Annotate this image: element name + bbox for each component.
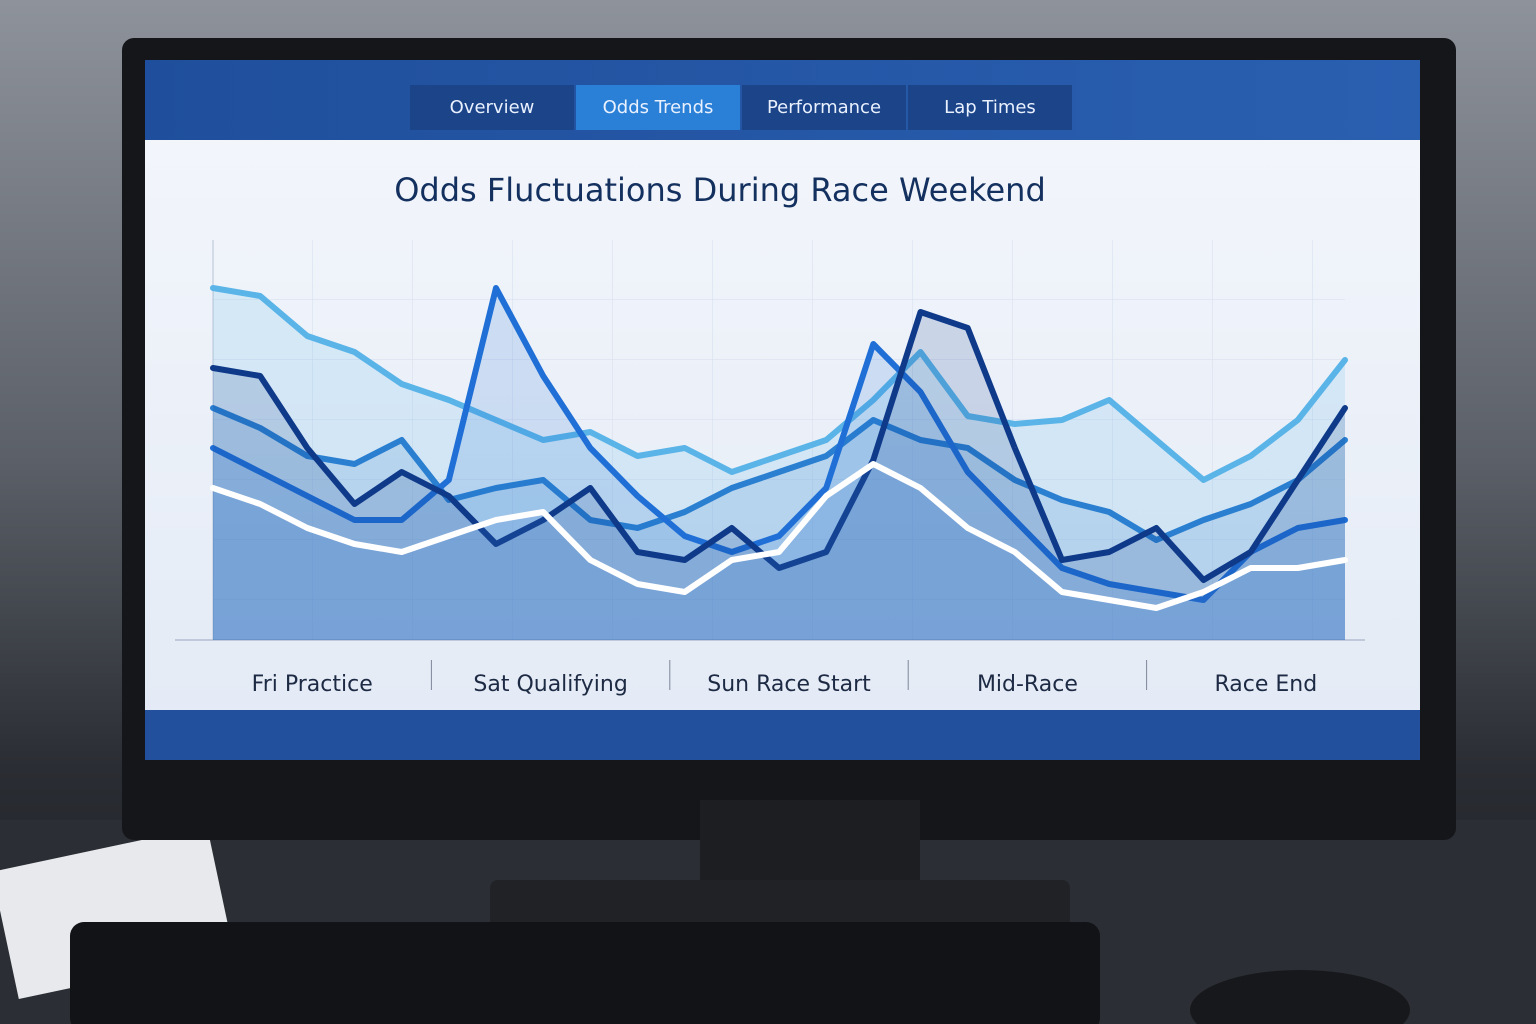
tab-label[interactable]: Odds Trends — [603, 97, 714, 118]
tab[interactable] — [576, 85, 740, 130]
tab-label[interactable]: Performance — [767, 97, 881, 118]
series-area — [213, 312, 1345, 640]
mouse — [1190, 970, 1410, 1024]
series-line — [210, 405, 1348, 543]
x-tick-label: Race End — [1214, 672, 1317, 697]
tab-bar: Overview Odds Trends Performance Lap Times — [410, 85, 1072, 130]
tab[interactable] — [908, 85, 1072, 130]
tab-label[interactable]: Lap Times — [944, 97, 1036, 118]
keyboard — [70, 922, 1100, 1024]
tab[interactable] — [742, 85, 906, 130]
x-tick-label: Sat Qualifying — [473, 672, 627, 697]
x-tick-label: Fri Practice — [252, 672, 373, 697]
series-area — [213, 288, 1345, 640]
chart-title: Odds Fluctuations During Race Weekend — [394, 171, 1046, 209]
series-line — [210, 461, 1348, 611]
series-area — [213, 288, 1345, 640]
x-tick-label: Sun Race Start — [707, 672, 871, 697]
footer-bar — [145, 710, 1420, 760]
series-line — [210, 285, 1348, 483]
series-area — [213, 408, 1345, 640]
series-line — [210, 285, 1348, 603]
series-line — [210, 309, 1348, 583]
x-tick-label: Mid-Race — [977, 672, 1078, 697]
plot: Fri Practice Sat Qualifying Sun Race Start… — [210, 285, 1348, 697]
tab-label[interactable]: Overview — [450, 97, 535, 118]
tab[interactable] — [410, 85, 574, 130]
